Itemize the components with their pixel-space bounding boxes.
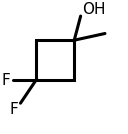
Text: OH: OH	[82, 2, 105, 17]
Text: F: F	[9, 102, 18, 117]
Text: F: F	[2, 73, 10, 88]
